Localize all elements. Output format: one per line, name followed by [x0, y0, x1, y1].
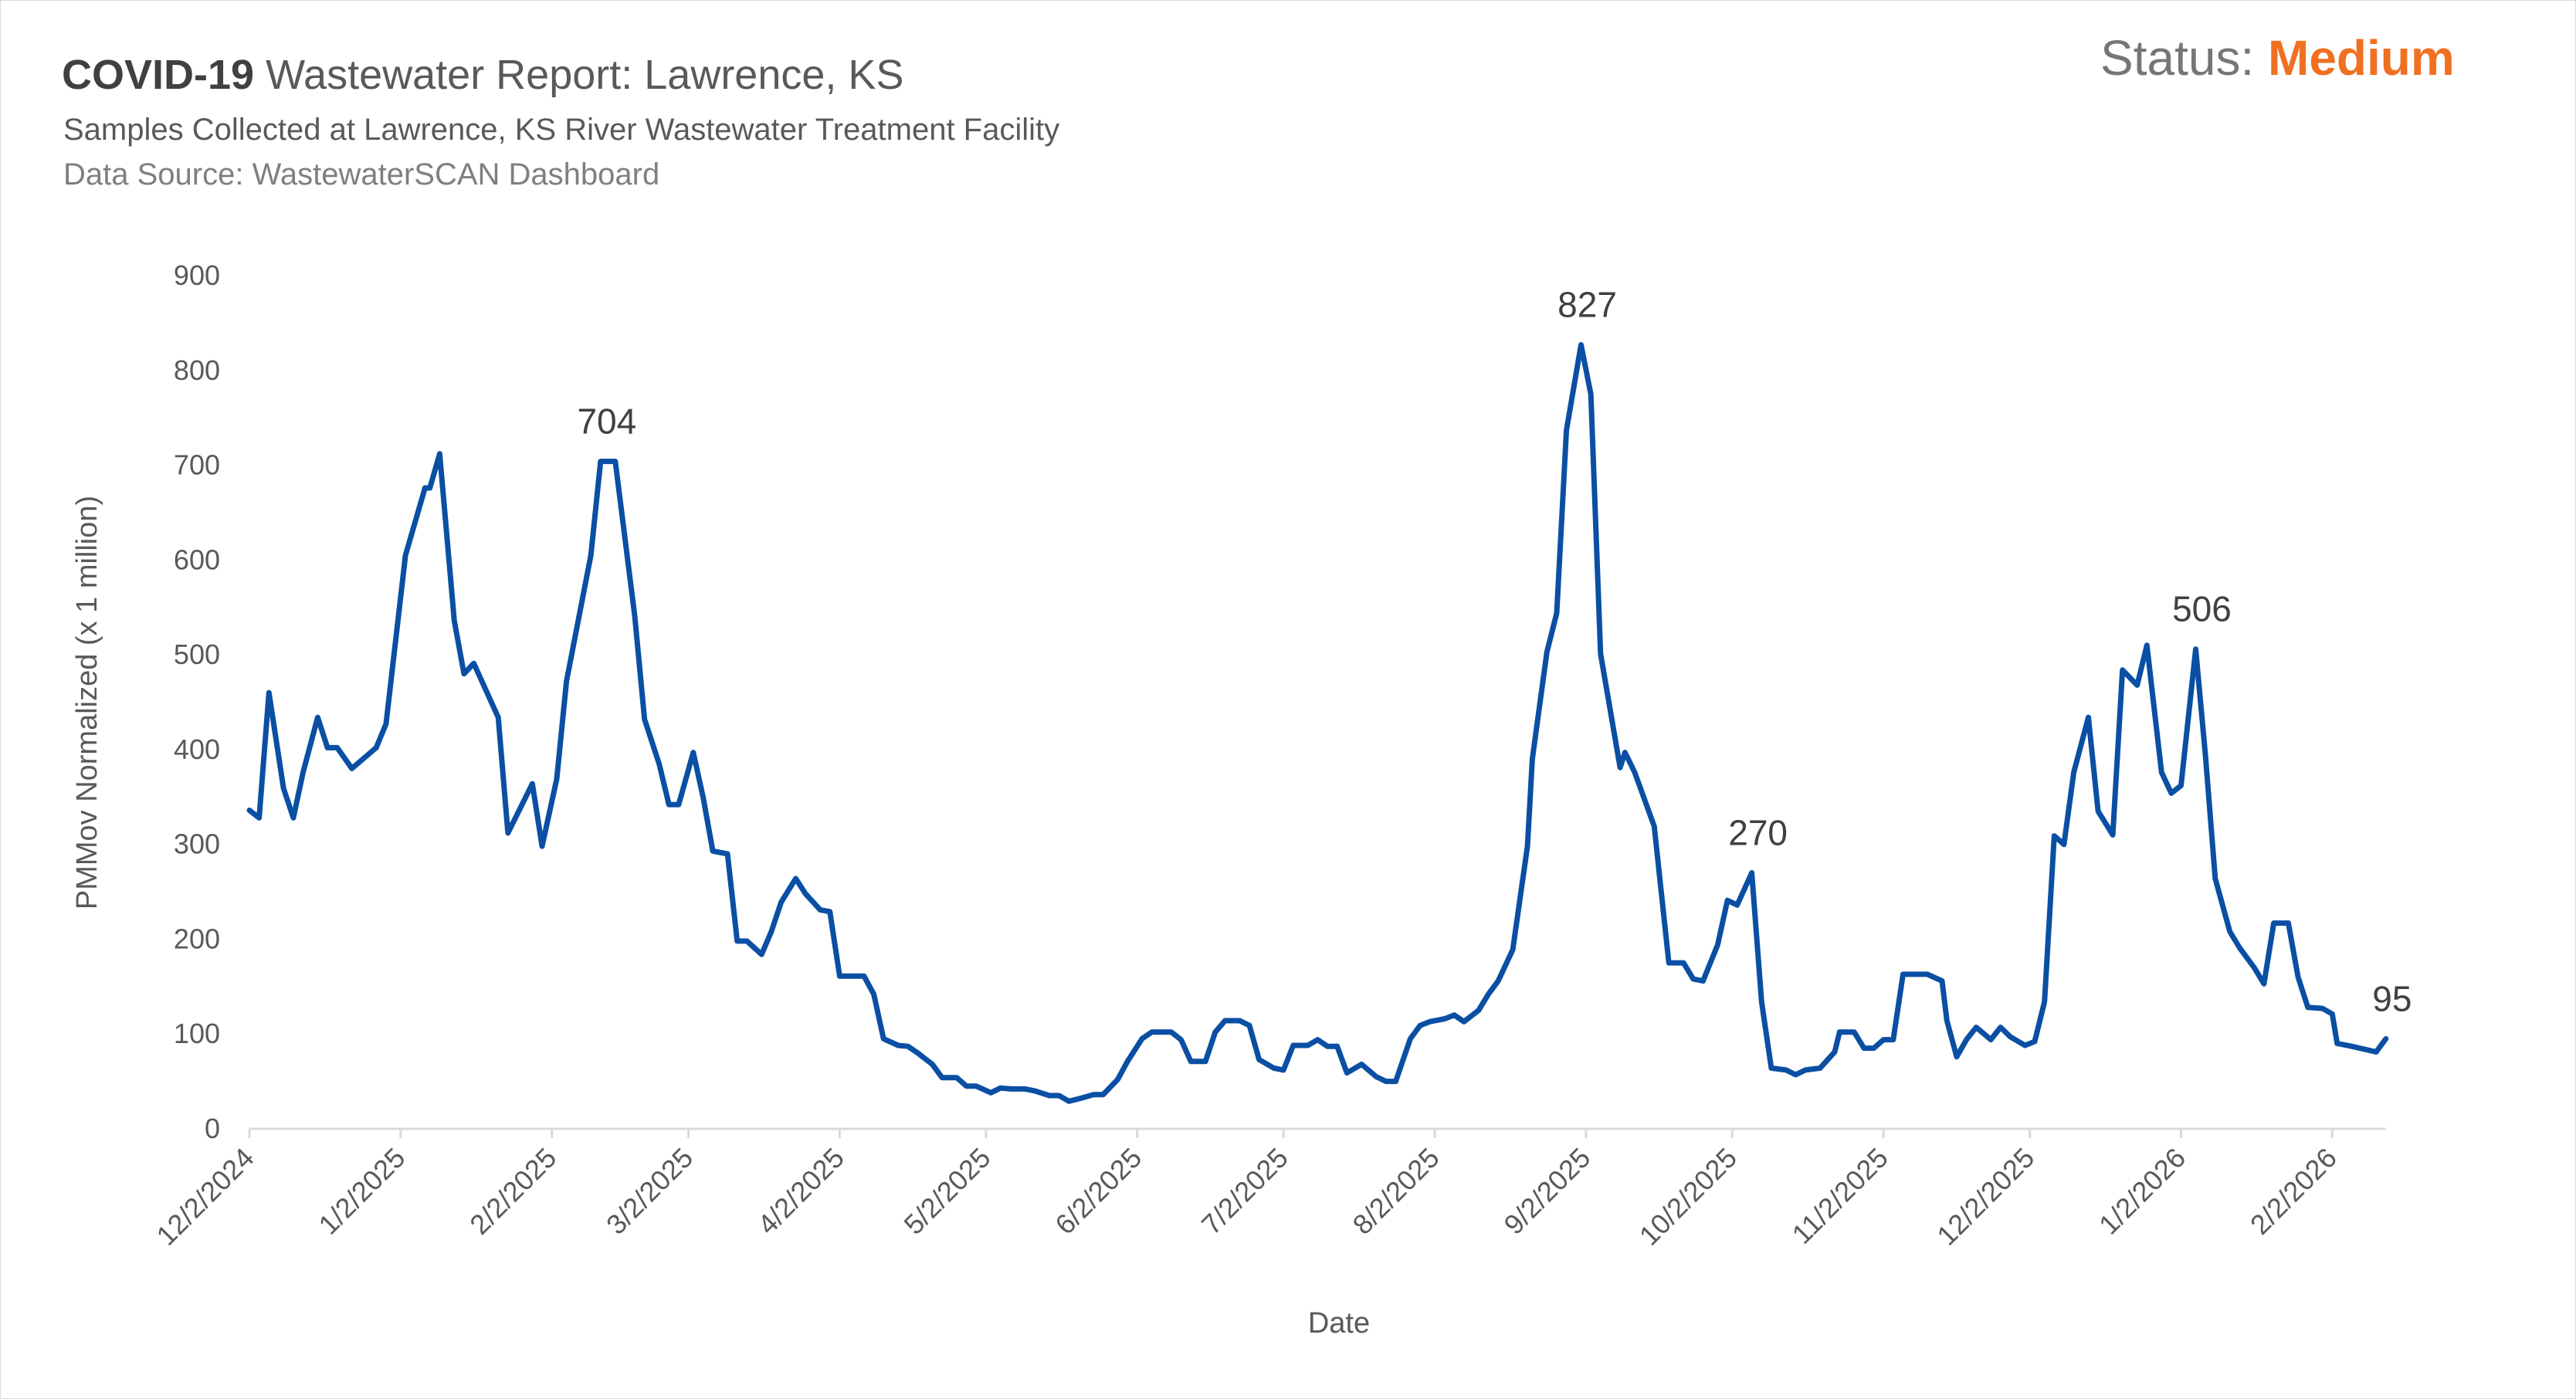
- title-rest: Wastewater Report: Lawrence, KS: [266, 52, 904, 98]
- y-tick-label: 500: [174, 639, 220, 670]
- y-tick-label: 200: [174, 923, 220, 954]
- x-tick-label: 2/2/2026: [2244, 1142, 2343, 1241]
- status-value: Medium: [2268, 30, 2455, 86]
- y-tick-label: 600: [174, 544, 220, 575]
- status-label: Status:: [2100, 30, 2255, 86]
- x-tick-label: 1/2/2025: [312, 1142, 411, 1241]
- x-tick-label: 6/2/2025: [1049, 1142, 1147, 1241]
- data-source: Data Source: WastewaterSCAN Dashboard: [63, 158, 660, 191]
- x-tick-label: 12/2/2025: [1930, 1142, 2040, 1252]
- y-tick-label: 900: [174, 259, 220, 291]
- x-tick-label: 5/2/2025: [897, 1142, 996, 1241]
- y-tick-label: 0: [205, 1113, 220, 1144]
- x-axis-title: Date: [1308, 1307, 1370, 1340]
- data-label: 827: [1557, 285, 1617, 325]
- chart-subtitle: Samples Collected at Lawrence, KS River …: [63, 113, 1060, 147]
- x-tick-label: 4/2/2025: [751, 1142, 850, 1241]
- x-tick-label: 7/2/2025: [1195, 1142, 1294, 1241]
- y-tick-label: 300: [174, 828, 220, 860]
- x-tick-label: 12/2/2024: [150, 1142, 259, 1252]
- title-bold: COVID-19: [62, 52, 255, 98]
- data-label: 704: [577, 401, 636, 442]
- y-tick-label: 800: [174, 354, 220, 386]
- x-tick-label: 11/2/2025: [1786, 1142, 1894, 1250]
- x-tick-label: 1/2/2026: [2093, 1142, 2191, 1241]
- y-axis-title: PMMov Normalized (x 1 million): [71, 496, 103, 910]
- data-label: 270: [1728, 813, 1788, 853]
- y-tick-label: 700: [174, 449, 220, 481]
- data-label: 95: [2372, 978, 2412, 1018]
- series-line: [246, 342, 2389, 1104]
- y-tick-label: 100: [174, 1018, 220, 1049]
- x-tick-label: 3/2/2025: [600, 1142, 699, 1241]
- x-tick-label: 2/2/2025: [463, 1142, 562, 1241]
- data-label: 506: [2172, 589, 2232, 629]
- y-tick-label: 400: [174, 733, 220, 765]
- x-tick-label: 9/2/2025: [1497, 1142, 1596, 1241]
- chart-title: COVID-19 Wastewater Report: Lawrence, KS: [62, 51, 903, 99]
- status-indicator: Status: Medium: [2100, 29, 2455, 86]
- x-tick-label: 10/2/2025: [1633, 1142, 1743, 1252]
- x-tick-label: 8/2/2025: [1347, 1142, 1446, 1241]
